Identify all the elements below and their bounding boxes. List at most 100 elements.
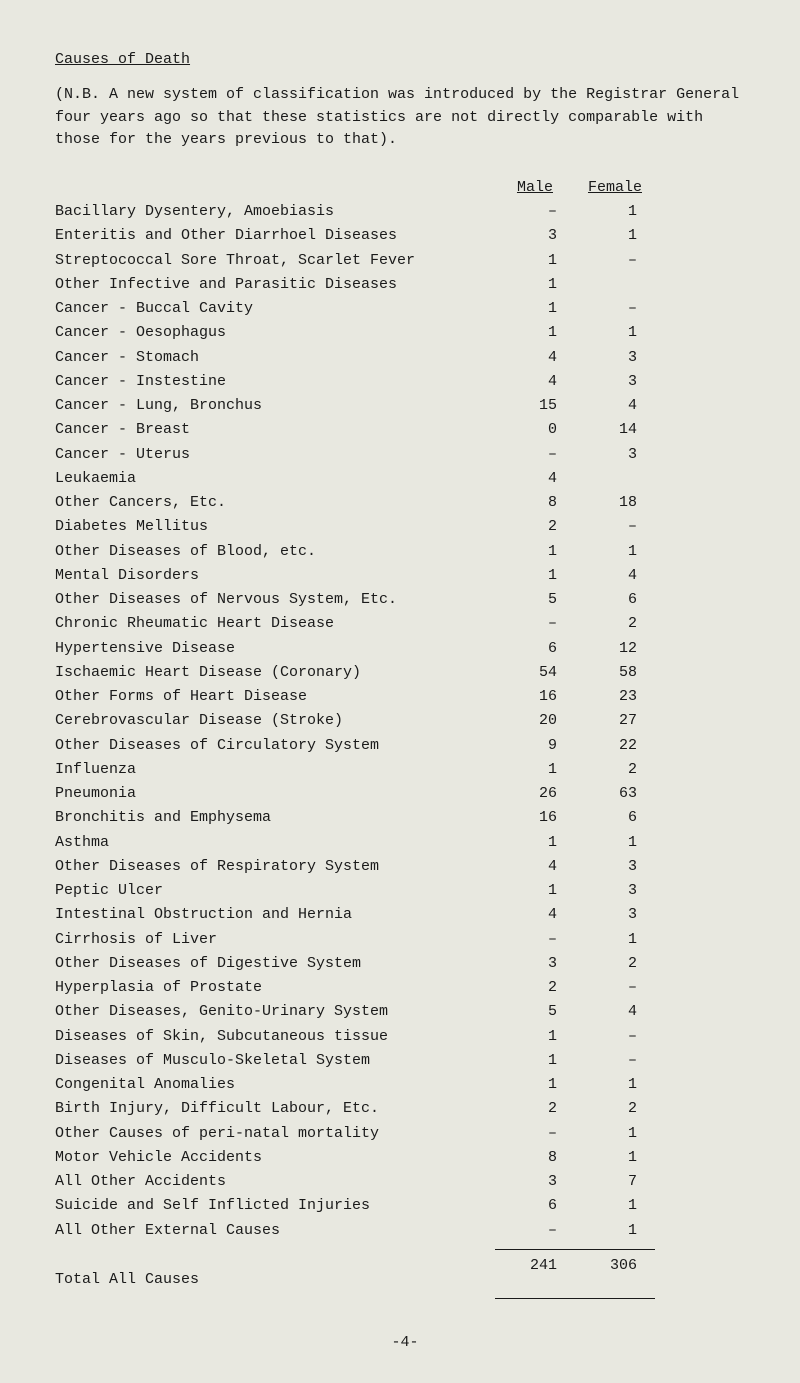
female-value: 58: [575, 663, 655, 683]
male-value: 2: [495, 1099, 575, 1119]
male-value: 4: [495, 905, 575, 925]
male-value: 1: [495, 299, 575, 319]
cause-label: All Other External Causes: [55, 1221, 495, 1241]
male-value: 6: [495, 639, 575, 659]
causes-table: Male Female Bacillary Dysentery, Amoebia…: [55, 178, 755, 1299]
male-value: 3: [495, 1172, 575, 1192]
cause-label: Other Infective and Parasitic Diseases: [55, 275, 495, 295]
cause-label: Other Cancers, Etc.: [55, 493, 495, 513]
male-value: 16: [495, 808, 575, 828]
cause-label: Cancer - Breast: [55, 420, 495, 440]
cause-label: Cancer - Instestine: [55, 372, 495, 392]
page-number: -4-: [55, 1333, 755, 1353]
cause-label: Other Diseases of Circulatory System: [55, 736, 495, 756]
female-value: 6: [575, 590, 655, 610]
total-label: Total All Causes: [55, 1270, 495, 1290]
male-value: –: [495, 202, 575, 222]
cause-label: Cancer - Lung, Bronchus: [55, 396, 495, 416]
male-value: 54: [495, 663, 575, 683]
female-value: 6: [575, 808, 655, 828]
male-value: 1: [495, 275, 575, 295]
female-value: 4: [575, 566, 655, 586]
spacer: [55, 1294, 495, 1299]
female-value: 3: [575, 905, 655, 925]
female-value: 63: [575, 784, 655, 804]
female-value: 2: [575, 1099, 655, 1119]
cause-label: Streptococcal Sore Throat, Scarlet Fever: [55, 251, 495, 271]
female-value: –: [575, 1027, 655, 1047]
female-value: 4: [575, 1002, 655, 1022]
male-value: –: [495, 1124, 575, 1144]
male-value: 8: [495, 1148, 575, 1168]
female-value: 3: [575, 372, 655, 392]
female-value: 1: [575, 1075, 655, 1095]
male-value: 1: [495, 833, 575, 853]
female-value: 2: [575, 614, 655, 634]
female-value: 22: [575, 736, 655, 756]
male-value: 2: [495, 517, 575, 537]
female-value: 3: [575, 881, 655, 901]
female-value: 1: [575, 1148, 655, 1168]
cause-label: All Other Accidents: [55, 1172, 495, 1192]
cause-label: Diseases of Skin, Subcutaneous tissue: [55, 1027, 495, 1047]
document-page: Causes of Death (N.B. A new system of cl…: [0, 0, 800, 1383]
female-value: –: [575, 299, 655, 319]
cause-label: Diabetes Mellitus: [55, 517, 495, 537]
female-value: 27: [575, 711, 655, 731]
male-value: 6: [495, 1196, 575, 1216]
section-heading: Causes of Death: [55, 50, 755, 70]
cause-label: Other Causes of peri-natal mortality: [55, 1124, 495, 1144]
total-male: 241: [495, 1256, 575, 1290]
cause-label: Other Diseases of Digestive System: [55, 954, 495, 974]
male-value: 9: [495, 736, 575, 756]
divider: [495, 1298, 655, 1299]
female-value: 1: [575, 930, 655, 950]
cause-label: Cancer - Oesophagus: [55, 323, 495, 343]
male-value: 5: [495, 590, 575, 610]
cause-label: Cerebrovascular Disease (Stroke): [55, 711, 495, 731]
female-value: 1: [575, 202, 655, 222]
male-value: –: [495, 930, 575, 950]
divider: [495, 1249, 655, 1250]
cause-label: Cirrhosis of Liver: [55, 930, 495, 950]
male-value: 15: [495, 396, 575, 416]
female-value: 12: [575, 639, 655, 659]
cause-label: Motor Vehicle Accidents: [55, 1148, 495, 1168]
female-value: 18: [575, 493, 655, 513]
cause-label: Other Diseases, Genito-Urinary System: [55, 1002, 495, 1022]
male-value: –: [495, 1221, 575, 1241]
female-value: 1: [575, 1221, 655, 1241]
female-value: –: [575, 978, 655, 998]
female-value: 1: [575, 542, 655, 562]
male-value: 1: [495, 323, 575, 343]
cause-label: Asthma: [55, 833, 495, 853]
female-value: 3: [575, 857, 655, 877]
female-value: 23: [575, 687, 655, 707]
cause-label: Pneumonia: [55, 784, 495, 804]
male-value: 1: [495, 1075, 575, 1095]
male-value: 2: [495, 978, 575, 998]
female-value: 2: [575, 954, 655, 974]
male-value: 1: [495, 1027, 575, 1047]
cause-label: Enteritis and Other Diarrhoel Diseases: [55, 226, 495, 246]
cause-label: Cancer - Uterus: [55, 445, 495, 465]
column-header-male: Male: [495, 178, 575, 198]
cause-label: Other Forms of Heart Disease: [55, 687, 495, 707]
male-value: 4: [495, 857, 575, 877]
male-value: 1: [495, 566, 575, 586]
male-value: 26: [495, 784, 575, 804]
female-value: 4: [575, 396, 655, 416]
cause-label: Birth Injury, Difficult Labour, Etc.: [55, 1099, 495, 1119]
cause-label: Cancer - Buccal Cavity: [55, 299, 495, 319]
total-female: 306: [575, 1256, 655, 1290]
female-value: 1: [575, 833, 655, 853]
spacer: [55, 1245, 495, 1252]
female-value: 3: [575, 348, 655, 368]
cause-label: Mental Disorders: [55, 566, 495, 586]
cause-label: Cancer - Stomach: [55, 348, 495, 368]
female-value: 7: [575, 1172, 655, 1192]
male-value: –: [495, 445, 575, 465]
female-value: 1: [575, 1124, 655, 1144]
female-value: 14: [575, 420, 655, 440]
female-value: 1: [575, 323, 655, 343]
